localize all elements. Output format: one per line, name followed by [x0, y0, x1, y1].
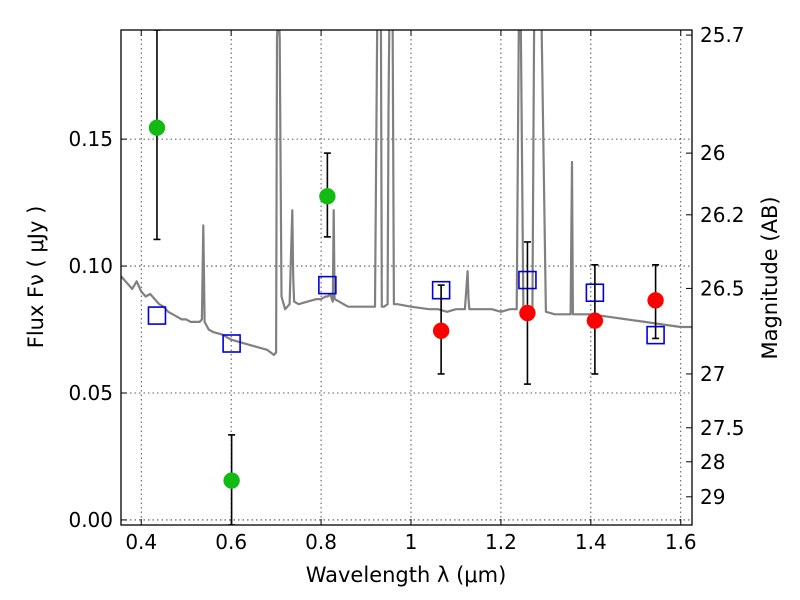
x-tick-label: 1.2 — [485, 530, 517, 554]
y-tick-label: 0.05 — [68, 381, 113, 405]
x-tick-label: 1 — [405, 530, 418, 554]
y2-tick-label: 29 — [700, 485, 725, 509]
y2-tick-label: 26.2 — [700, 203, 745, 227]
x-tick-label: 0.6 — [215, 530, 247, 554]
chart: 0.4 0.6 0.8 1 1.2 1.4 1.6 0.00 0.05 0.10 0.15 25.7 2… — [0, 0, 800, 600]
x-tick-label: 0.8 — [305, 530, 337, 554]
y-axis-label: Flux Fν ( μJy ) — [24, 206, 48, 349]
y2-axis-label: Magnitude (AB) — [758, 196, 782, 359]
observed-flux-point — [319, 188, 335, 204]
observed-flux-point — [224, 473, 240, 489]
x-axis-label: Wavelength λ (μm) — [306, 563, 507, 587]
y2-tick-label: 25.7 — [700, 23, 745, 47]
observed-flux-point — [433, 323, 449, 339]
plot-background — [121, 30, 692, 525]
y2-tick-label: 28 — [700, 450, 725, 474]
x-tick-label: 1.4 — [575, 530, 607, 554]
y-tick-label: 0.00 — [68, 508, 113, 532]
y-tick-label: 0.15 — [68, 127, 113, 151]
observed-flux-point — [149, 120, 165, 136]
y2-tick-label: 27.5 — [700, 416, 745, 440]
y-tick-label: 0.10 — [68, 254, 113, 278]
observed-flux-point — [519, 305, 535, 321]
y2-tick-label: 26.5 — [700, 276, 745, 300]
x-tick-label: 1.6 — [665, 530, 697, 554]
y2-tick-label: 26 — [700, 141, 725, 165]
y2-tick-label: 27 — [700, 362, 725, 386]
observed-flux-point — [648, 292, 664, 308]
x-tick-label: 0.4 — [125, 530, 157, 554]
observed-flux-point — [587, 313, 603, 329]
